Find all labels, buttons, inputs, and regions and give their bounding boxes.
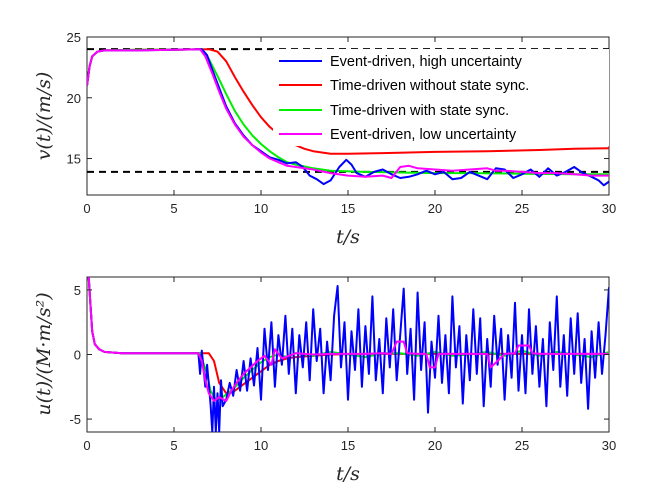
x-tick-label: 30: [602, 201, 616, 216]
top-axis-ticks: 0 5 10 15 20 25 30 15 20 25: [67, 30, 617, 216]
x-tick-label: 30: [602, 438, 616, 453]
top-y-axis-label: v(t)/(m/s): [33, 72, 55, 161]
legend-label-event-high: Event-driven, high uncertainty: [330, 54, 523, 70]
legend-box: [273, 49, 609, 146]
y-tick-label: 0: [74, 348, 81, 363]
series-line-event-driven-low-uncertainty: [87, 48, 609, 179]
y-tick-label: -5: [69, 412, 81, 427]
x-tick-label: 15: [341, 438, 355, 453]
series-line-event-driven-low-uncertainty: [87, 277, 609, 402]
legend: Event-driven, high uncertainty Time-driv…: [273, 49, 609, 146]
y-tick-label: 5: [74, 283, 81, 298]
x-tick-label: 0: [83, 438, 90, 453]
bottom-x-axis-label: t/s: [336, 463, 360, 485]
x-tick-label: 25: [515, 438, 529, 453]
bottom-series-group: [87, 277, 609, 432]
top-chart-panel: 0 5 10 15 20 25 30 15 20 25 t/s v(t)/(m/s) Event-…: [33, 30, 616, 248]
legend-label-event-low: Event-driven, low uncertainty: [330, 127, 517, 143]
x-tick-label: 0: [83, 201, 90, 216]
x-tick-label: 15: [341, 201, 355, 216]
series-line-event-driven-high-uncertainty: [87, 277, 609, 432]
x-tick-label: 5: [170, 438, 177, 453]
x-tick-label: 20: [428, 438, 442, 453]
top-x-axis-label: t/s: [336, 226, 360, 248]
legend-label-time-sync: Time-driven with state sync.: [330, 103, 509, 119]
y-tick-label: 20: [67, 91, 81, 106]
x-tick-label: 10: [254, 201, 268, 216]
legend-label-time-no-sync: Time-driven without state sync.: [330, 78, 529, 94]
top-series-group: [87, 48, 609, 187]
x-tick-label: 5: [170, 201, 177, 216]
bottom-axis-ticks: 0 5 10 15 20 25 30-505: [69, 277, 616, 453]
y-tick-label: 15: [67, 152, 81, 167]
x-tick-label: 10: [254, 438, 268, 453]
y-tick-label: 25: [67, 30, 81, 45]
x-tick-label: 25: [515, 201, 529, 216]
x-tick-label: 20: [428, 201, 442, 216]
bottom-y-axis-label: u(t)/(M·m/s²): [33, 292, 55, 415]
bottom-chart-panel: 0 5 10 15 20 25 30-505 t/s u(t)/(M·m/s²): [33, 276, 616, 485]
